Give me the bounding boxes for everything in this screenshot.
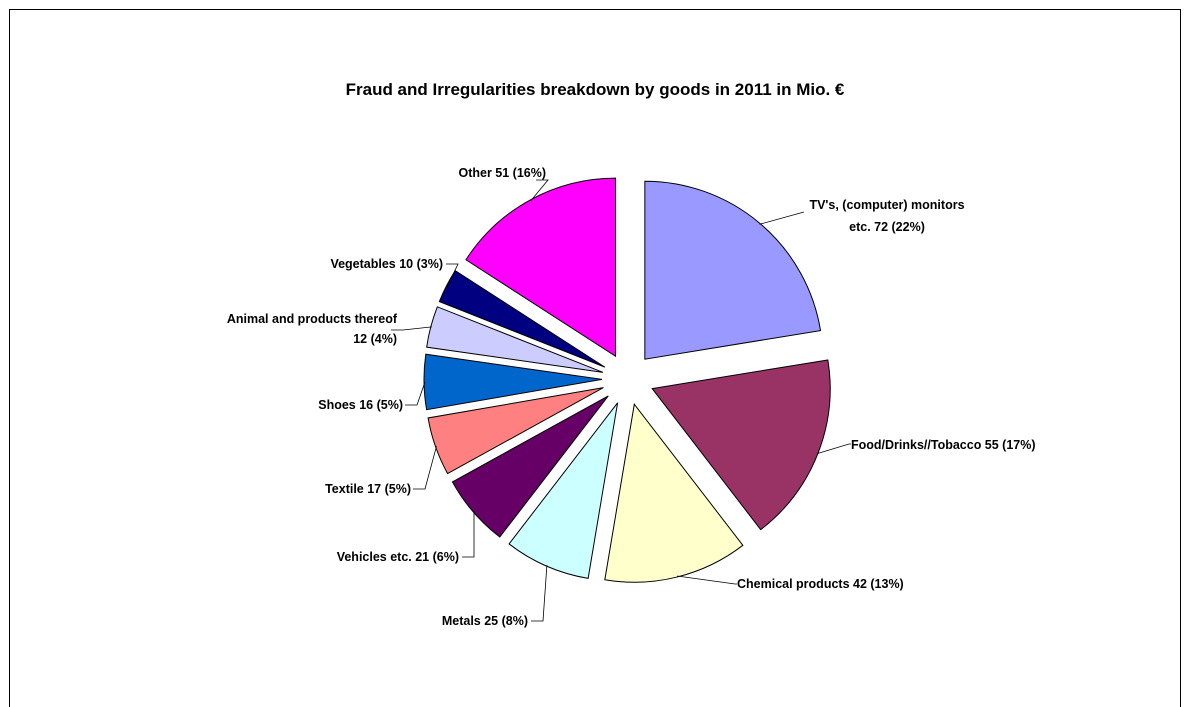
slice-label-4: Metals 25 (8%)	[442, 614, 528, 628]
leader-line-2	[816, 443, 851, 455]
slice-label-2: Food/Drinks//Tobacco 55 (17%)	[851, 438, 1036, 452]
slice-label-line: Metals 25 (8%)	[442, 614, 528, 628]
slice-label-7: Shoes 16 (5%)	[318, 398, 403, 412]
slice-label-line: Shoes 16 (5%)	[318, 398, 403, 412]
leader-line-4	[531, 565, 548, 622]
pie-slice-6	[427, 387, 604, 475]
slice-labels: TV's, (computer) monitors etc. 72 (22%) Fo…	[227, 166, 1036, 628]
leader-lines	[391, 179, 851, 622]
leader-line-5	[462, 511, 475, 558]
pie-slice-10	[465, 177, 617, 358]
pie-slice-2	[651, 359, 831, 531]
pie-slice-1	[644, 180, 822, 360]
slice-label-9: Vegetables 10 (3%)	[330, 257, 443, 271]
leader-line-7	[405, 381, 426, 406]
slice-label-10: Other 51 (16%)	[458, 166, 546, 180]
slice-label-3: Chemical products 42 (13%)	[737, 577, 904, 591]
slice-label-line: Chemical products 42 (13%)	[737, 577, 904, 591]
slice-label-line: Vehicles etc. 21 (6%)	[337, 550, 459, 564]
slice-label-5: Vehicles etc. 21 (6%)	[337, 550, 459, 564]
slice-label-line: Other 51 (16%)	[458, 166, 546, 180]
leader-line-8	[391, 326, 432, 331]
leader-line-9	[446, 263, 459, 287]
slice-label-line: TV's, (computer) monitors	[809, 198, 964, 212]
chart-frame	[9, 9, 1181, 707]
pie-slice-5	[451, 395, 609, 538]
slice-label-8: Animal and products thereof 12 (4%)	[227, 312, 398, 346]
slice-label-line: etc. 72 (22%)	[849, 220, 925, 234]
pie-slice-3	[604, 403, 744, 583]
chart-title: Fraud and Irregularities breakdown by go…	[346, 80, 845, 99]
slice-label-line: Food/Drinks//Tobacco 55 (17%)	[851, 438, 1036, 452]
slice-label-1: TV's, (computer) monitors etc. 72 (22%)	[809, 198, 964, 234]
pie-slice-7	[423, 353, 603, 411]
slice-label-line: Vegetables 10 (3%)	[330, 257, 443, 271]
slice-label-line: Animal and products thereof	[227, 312, 398, 326]
slice-label-6: Textile 17 (5%)	[325, 482, 411, 496]
leader-line-10	[530, 179, 549, 202]
slice-label-line: Textile 17 (5%)	[325, 482, 411, 496]
pie-slices	[423, 177, 831, 583]
slice-label-line: 12 (4%)	[353, 332, 397, 346]
leader-line-3	[677, 575, 737, 585]
leader-line-1	[759, 211, 805, 225]
pie-slice-9	[438, 269, 606, 368]
leader-line-6	[413, 446, 437, 490]
